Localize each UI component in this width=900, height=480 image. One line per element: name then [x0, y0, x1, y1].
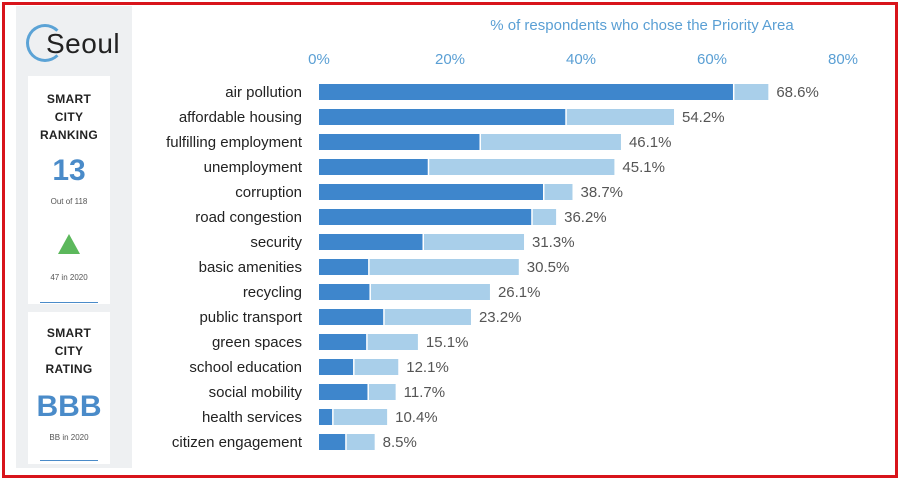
bar-segment-dark [319, 159, 428, 175]
category-label: social mobility [209, 384, 303, 401]
bar-segment-light [532, 209, 557, 225]
bar-segment-light [333, 409, 388, 425]
logo-arc-icon [26, 24, 64, 62]
x-tick-label: 60% [697, 51, 727, 68]
category-label: corruption [235, 184, 302, 201]
rating-label: SMART CITY RATING [45, 326, 93, 376]
bar-segment-light [354, 359, 399, 375]
rating-previous: BB in 2020 [49, 433, 89, 442]
category-label: basic amenities [199, 259, 302, 276]
category-label: green spaces [212, 334, 302, 351]
bar-row: green spaces 15.1% [212, 334, 469, 351]
bar-segment-dark [319, 259, 369, 275]
category-label: school education [189, 359, 302, 376]
category-label: security [250, 234, 302, 251]
bar-row: recycling 26.1% [243, 284, 541, 301]
value-label: 38.7% [580, 184, 623, 201]
bar-row: school education 12.1% [189, 359, 449, 376]
ranking-label: SMART CITY RANKING [39, 92, 99, 142]
x-axis-title: % of respondents who chose the Priority … [490, 17, 794, 34]
value-label: 36.2% [564, 209, 607, 226]
bar-segment-dark [319, 234, 423, 250]
value-label: 68.6% [776, 84, 819, 101]
ranking-card: SMART CITY RANKING 13 Out of 118 47 in 2… [28, 76, 110, 304]
seoul-logo: Seoul [26, 22, 128, 66]
x-tick-label: 0% [308, 51, 330, 68]
bar-segment-dark [319, 134, 480, 150]
value-label: 46.1% [629, 134, 672, 151]
value-label: 12.1% [406, 359, 449, 376]
bar-row: basic amenities 30.5% [199, 259, 570, 276]
bar-segment-dark [319, 309, 384, 325]
bar-segment-light [369, 259, 519, 275]
category-label: health services [202, 409, 302, 426]
divider [40, 302, 98, 303]
ranking-value: 13 [52, 154, 86, 187]
up-arrow-icon [58, 234, 80, 254]
bar-segment-dark [319, 84, 733, 100]
bar-segment-light [346, 434, 375, 450]
logo-text: Seoul [46, 28, 121, 59]
value-label: 15.1% [426, 334, 469, 351]
category-label: public transport [199, 309, 302, 326]
value-label: 10.4% [395, 409, 438, 426]
bar-segment-dark [319, 434, 346, 450]
category-label: air pollution [225, 84, 302, 101]
value-label: 26.1% [498, 284, 541, 301]
x-tick-label: 20% [435, 51, 465, 68]
x-tick-label: 40% [566, 51, 596, 68]
bar-row: social mobility 11.7% [209, 384, 445, 401]
bar-row: road congestion 36.2% [195, 209, 607, 226]
category-label: fulfilling employment [166, 134, 303, 151]
bar-segment-light [367, 334, 418, 350]
bar-row: affordable housing 54.2% [179, 109, 725, 126]
bar-segment-dark [319, 384, 368, 400]
bar-segment-dark [319, 284, 370, 300]
value-label: 8.5% [383, 434, 417, 451]
bar-row: public transport 23.2% [199, 309, 522, 326]
bar-segment-light [423, 234, 525, 250]
bar-row: air pollution 68.6% [225, 84, 819, 101]
bar-segment-dark [319, 334, 367, 350]
bar-row: citizen engagement 8.5% [172, 434, 417, 451]
bar-row: health services 10.4% [202, 409, 438, 426]
bar-row: security 31.3% [250, 234, 575, 251]
bar-segment-light [734, 84, 769, 100]
value-label: 54.2% [682, 109, 725, 126]
category-label: citizen engagement [172, 434, 303, 451]
bar-row: fulfilling employment 46.1% [166, 134, 672, 151]
bar-segment-dark [319, 359, 354, 375]
ranking-previous: 47 in 2020 [50, 273, 88, 282]
bar-segment-dark [319, 184, 544, 200]
value-label: 30.5% [527, 259, 570, 276]
divider [40, 460, 98, 461]
bar-segment-light [429, 159, 615, 175]
category-label: unemployment [204, 159, 303, 176]
bar-segment-light [544, 184, 573, 200]
bar-row: corruption 38.7% [235, 184, 623, 201]
value-label: 45.1% [622, 159, 665, 176]
bar-segment-light [384, 309, 471, 325]
rating-card: SMART CITY RATING BBB BB in 2020 [28, 312, 110, 464]
bar-segment-dark [319, 209, 532, 225]
category-label: road congestion [195, 209, 302, 226]
category-label: recycling [243, 284, 302, 301]
bar-segment-dark [319, 109, 566, 125]
value-label: 23.2% [479, 309, 522, 326]
bar-segment-dark [319, 409, 333, 425]
ranking-out-of: Out of 118 [50, 197, 88, 206]
bar-segment-light [480, 134, 621, 150]
bar-row: unemployment 45.1% [204, 159, 665, 176]
bar-segment-light [370, 284, 490, 300]
bar-segment-light [368, 384, 396, 400]
x-tick-label: 80% [828, 51, 858, 68]
bar-segment-light [566, 109, 675, 125]
value-label: 31.3% [532, 234, 575, 251]
value-label: 11.7% [404, 384, 445, 401]
category-label: affordable housing [179, 109, 302, 126]
rating-value: BBB [36, 390, 102, 423]
